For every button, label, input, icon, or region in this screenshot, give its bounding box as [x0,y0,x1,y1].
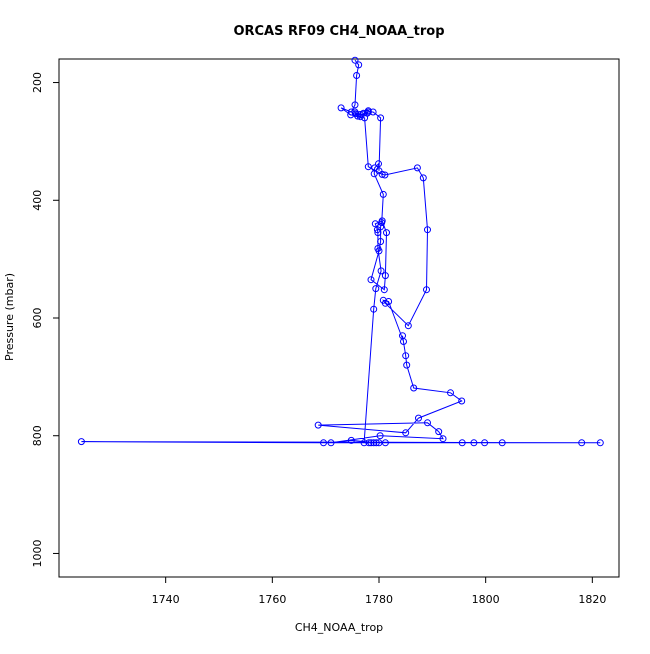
data-point [415,414,422,422]
data-point [347,108,355,116]
data-point [353,72,361,79]
data-point [413,164,421,172]
data-point [410,384,418,392]
data-point [347,436,355,444]
x-tick-label: 1760 [258,593,286,606]
data-point [367,439,375,447]
data-point [314,421,322,429]
data-point [399,332,406,340]
data-point [376,432,384,440]
data-point [447,389,454,397]
x-tick-label: 1740 [152,593,180,606]
data-point [404,322,412,330]
data-point [374,229,382,237]
data-point [372,439,380,447]
data-point [439,435,447,443]
data-point [481,439,489,447]
data-point [370,305,378,313]
data-point [361,114,369,122]
data-point [352,110,359,118]
data-point [403,361,411,369]
data-point [327,439,335,447]
data-point [435,428,443,436]
data-point [381,171,389,179]
data-point [385,298,393,305]
y-tick-label: 800 [31,425,44,446]
data-point [377,267,385,275]
data-point [377,223,385,231]
y-axis-label: Pressure (mbar) [3,273,16,361]
data-point [372,285,380,293]
data-point [375,167,383,175]
data-point [423,286,430,294]
y-tick-label: 600 [31,308,44,329]
x-axis-label: CH4_NOAA_trop [295,621,383,634]
data-point [402,429,410,437]
series-layer [77,56,604,447]
data-point [365,439,373,447]
data-point [360,439,368,447]
x-axis: 1740 1760 1780 1800 1820 [152,577,606,606]
data-point [424,419,431,427]
y-tick-label: 200 [31,72,44,93]
y-tick-label: 400 [31,190,44,211]
data-point [377,114,385,122]
data-point [351,101,359,109]
data-point [424,226,431,234]
data-point [367,276,375,284]
y-tick-label: 1000 [31,539,44,567]
data-point [377,238,385,245]
data-point [470,439,478,447]
x-tick-label: 1820 [578,593,606,606]
data-point [498,439,506,447]
data-point [369,108,377,116]
data-point [370,439,378,447]
data-point [381,439,389,447]
data-point [458,397,466,405]
data-point [351,56,359,64]
x-tick-label: 1780 [365,593,393,606]
data-point [419,174,427,182]
data-point [360,109,367,117]
data-point [379,296,387,304]
data-point [354,112,362,120]
y-axis: 200 400 600 800 1000 [31,72,59,567]
data-point [378,219,386,227]
chart-title: ORCAS RF09 CH4_NOAA_trop [233,24,444,39]
data-point [337,104,345,112]
data-point [371,220,379,228]
x-tick-label: 1800 [472,593,500,606]
data-point [381,272,389,280]
data-point [383,229,390,237]
data-point [364,108,372,116]
data-point [578,439,586,447]
data-point [355,61,363,69]
data-point [379,190,387,198]
data-point [402,352,410,360]
data-point [375,247,383,255]
data-point [458,439,466,447]
data-point [364,163,372,171]
series-line [81,59,601,444]
data-point [380,286,388,294]
data-point [77,438,85,446]
data-point [320,439,327,447]
data-point [596,439,604,447]
data-point [375,160,382,168]
